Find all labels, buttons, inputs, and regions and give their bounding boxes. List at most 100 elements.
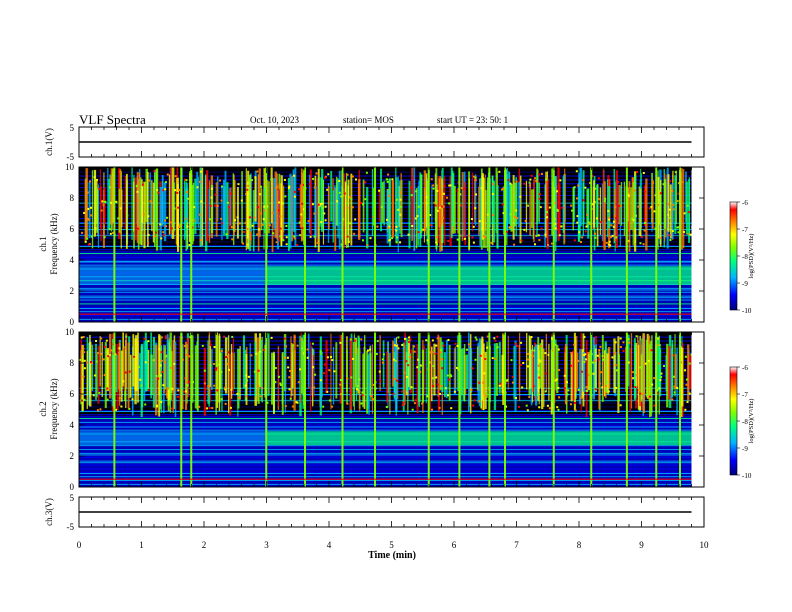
emission-speck <box>153 170 156 173</box>
frequency-band-line <box>79 375 692 377</box>
emission-speck <box>677 182 680 185</box>
sferic-column <box>170 351 173 393</box>
emission-speck <box>557 386 560 389</box>
emission-speck <box>226 355 229 358</box>
emission-speck <box>128 407 131 410</box>
sferic-column <box>685 181 688 235</box>
emission-speck <box>509 226 512 229</box>
sferic-column <box>593 345 596 394</box>
persistent-line <box>79 297 692 299</box>
sferic-column <box>468 332 470 412</box>
emission-speck <box>279 215 282 218</box>
emission-speck <box>448 184 451 187</box>
emission-speck <box>478 381 481 384</box>
emission-speck <box>599 371 602 374</box>
emission-speck <box>613 215 616 218</box>
emission-speck <box>403 371 406 374</box>
emission-speck <box>535 234 538 237</box>
sferic-column <box>389 178 391 247</box>
no-data-region <box>691 167 704 322</box>
sferic-column <box>538 182 541 224</box>
emission-speck <box>170 221 173 224</box>
emission-speck <box>608 240 611 243</box>
emission-speck <box>220 199 223 202</box>
ch1-spectrogram-image <box>79 167 704 322</box>
sferic-column <box>312 355 315 397</box>
emission-speck <box>642 171 645 174</box>
strong-sferic <box>113 167 116 322</box>
sferic-column <box>258 333 262 388</box>
emission-speck <box>671 189 674 192</box>
emission-speck <box>209 364 212 367</box>
frequency-band-line <box>79 390 692 392</box>
emission-speck <box>193 206 196 209</box>
emission-speck <box>499 382 502 385</box>
emission-speck <box>507 179 510 182</box>
emission-speck <box>83 211 86 214</box>
emission-speck <box>296 244 299 247</box>
emission-speck <box>687 211 690 214</box>
sferic-column <box>564 168 566 244</box>
emission-speck <box>519 195 522 198</box>
x-tick-label: 8 <box>577 540 582 550</box>
emission-speck <box>426 239 429 242</box>
sferic-column <box>358 337 360 390</box>
emission-speck <box>413 402 416 405</box>
emission-speck <box>393 377 396 380</box>
emission-speck <box>555 378 558 381</box>
persistent-line <box>79 246 692 248</box>
sferic-column <box>229 353 232 416</box>
emission-speck <box>447 240 450 243</box>
hiss-band <box>266 431 692 446</box>
emission-speck <box>531 354 534 357</box>
emission-speck <box>220 398 223 401</box>
emission-speck <box>474 336 477 339</box>
sferic-column <box>196 171 199 224</box>
frequency-band-line <box>79 303 692 305</box>
emission-speck <box>656 392 659 395</box>
emission-speck <box>414 217 417 220</box>
frequency-band-line <box>79 371 692 373</box>
emission-speck <box>126 214 129 217</box>
sferic-column <box>502 333 505 406</box>
x-tick-label: 0 <box>77 540 82 550</box>
emission-speck <box>613 352 616 355</box>
emission-speck <box>381 358 384 361</box>
sferic-column <box>404 332 406 406</box>
sferic-column <box>91 344 94 391</box>
emission-speck <box>391 178 394 181</box>
emission-speck <box>89 361 92 364</box>
emission-speck <box>214 193 217 196</box>
sferic-column <box>405 337 408 392</box>
frequency-band-line <box>79 210 692 212</box>
emission-speck <box>270 178 273 181</box>
emission-speck <box>547 353 550 356</box>
emission-speck <box>662 183 665 186</box>
frequency-band-line <box>79 352 692 354</box>
emission-speck <box>556 209 559 212</box>
emission-speck <box>450 375 453 378</box>
sferic-column <box>239 346 241 400</box>
emission-speck <box>285 225 288 228</box>
emission-speck <box>506 378 509 381</box>
emission-speck <box>491 214 494 217</box>
emission-speck <box>90 235 93 238</box>
emission-speck <box>628 341 631 344</box>
emission-speck <box>298 221 301 224</box>
sferic-column <box>471 172 474 232</box>
sferic-column <box>95 343 97 400</box>
emission-speck <box>614 387 617 390</box>
emission-speck <box>289 369 292 372</box>
emission-speck <box>349 391 352 394</box>
sferic-column <box>337 178 339 239</box>
emission-speck <box>248 216 251 219</box>
emission-speck <box>660 372 663 375</box>
sferic-column <box>200 167 203 248</box>
y-tick-label: 8 <box>70 193 75 203</box>
sferic-column <box>671 182 674 240</box>
emission-speck <box>622 341 625 344</box>
emission-speck <box>397 336 400 339</box>
sferic-column <box>152 336 156 408</box>
emission-speck <box>643 229 646 232</box>
sferic-column <box>199 167 202 247</box>
